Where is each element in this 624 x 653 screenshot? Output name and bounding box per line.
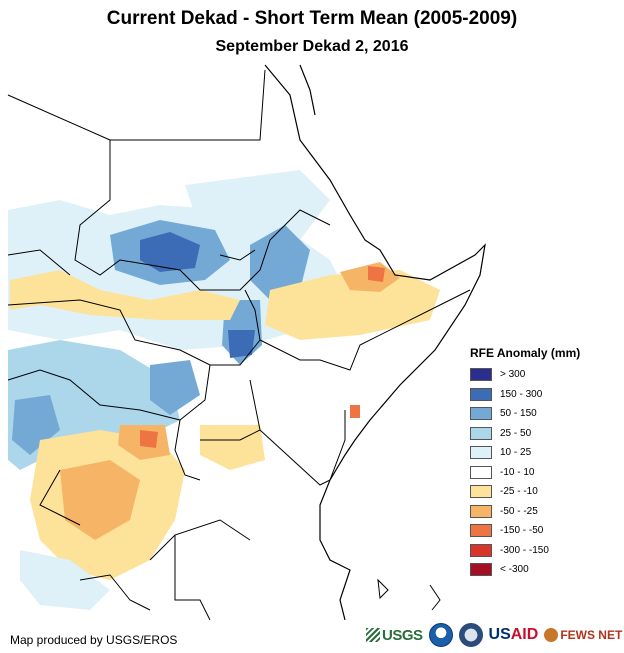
legend-items: > 300 150 - 300 50 - 150 25 - 50 10 - 25 -10 …: [470, 365, 620, 580]
coastline: [264, 64, 486, 620]
legend-swatch: [470, 426, 492, 440]
country-border: [149, 519, 251, 561]
usaid-logo-aid: AID: [510, 626, 539, 643]
legend-swatch: [470, 465, 492, 479]
usgs-logo-text: USGS: [382, 626, 423, 644]
legend-item: 10 - 25: [470, 443, 620, 463]
anomaly-map: [7, 64, 486, 620]
fews-mark-icon: [544, 628, 559, 642]
legend-label: 50 - 150: [500, 408, 537, 420]
negative-anomaly-uganda: [200, 425, 265, 470]
country-border: [259, 410, 346, 486]
country-border: [7, 289, 261, 366]
usgs-logo: USGS: [366, 627, 423, 644]
seal-logo-icon: [458, 623, 483, 647]
noaa-logo-icon: [428, 623, 453, 647]
legend-item: 25 - 50: [470, 424, 620, 444]
country-border: [259, 289, 471, 371]
legend-label: -10 - 10: [500, 466, 535, 478]
legend-label: > 300: [500, 369, 526, 381]
legend-item: < -300: [470, 560, 620, 580]
boundaries: [7, 64, 486, 620]
legend-swatch: [470, 446, 492, 460]
legend-swatch: [470, 504, 492, 518]
fews-net-logo: FEWS NET: [544, 628, 622, 642]
legend-label: 25 - 50: [500, 427, 532, 439]
legend-swatch: [470, 368, 492, 382]
legend-label: -25 - -10: [500, 486, 538, 498]
country-border: [174, 535, 211, 620]
legend-label: 10 - 25: [500, 447, 532, 459]
coastline: [377, 578, 389, 600]
legend-item: -150 - -50: [470, 521, 620, 541]
legend-label: < -300: [500, 564, 529, 576]
logo-strip: USGS USAID FEWS NET: [366, 623, 622, 647]
country-border: [79, 574, 151, 611]
negative-anomaly-kenya-coast: [350, 405, 360, 418]
positive-anomaly-sudan-core: [140, 232, 200, 272]
credit-text: Map produced by USGS/EROS: [10, 633, 178, 647]
legend-item: > 300: [470, 365, 620, 385]
positive-anomaly-south-sudan-core: [228, 330, 255, 358]
legend-item: -10 - 10: [470, 463, 620, 483]
legend-label: -150 - -50: [500, 525, 544, 537]
coastline: [299, 64, 316, 116]
usgs-wave-icon: [366, 628, 380, 642]
legend-title: RFE Anomaly (mm): [470, 346, 581, 360]
fews-logo-text: FEWS NET: [560, 628, 623, 642]
positive-anomaly-ethiopia-west: [250, 225, 310, 300]
map-subtitle: September Dekad 2, 2016: [215, 38, 409, 55]
legend-item: -300 - -150: [470, 541, 620, 561]
legend-swatch: [470, 387, 492, 401]
negative-anomaly-hotspot-red: [140, 430, 158, 448]
positive-anomaly-east-congo: [150, 360, 200, 415]
country-border: [7, 369, 181, 421]
legend-label: -300 - -150: [500, 544, 549, 556]
legend-item: 150 - 300: [470, 385, 620, 405]
coastline: [429, 584, 441, 611]
country-border: [174, 364, 211, 481]
usaid-logo: USAID: [489, 626, 539, 644]
legend-swatch: [470, 407, 492, 421]
country-border: [200, 379, 261, 441]
anomaly-shading: [8, 170, 440, 610]
legend-swatch: [470, 524, 492, 538]
legend-item: -50 - -25: [470, 502, 620, 522]
light-positive-south: [20, 550, 110, 610]
legend-swatch: [470, 543, 492, 557]
legend-item: 50 - 150: [470, 404, 620, 424]
country-border: [219, 249, 256, 261]
map-legend: RFE Anomaly (mm) > 300 150 - 300 50 - 150 2…: [470, 346, 620, 580]
legend-label: 150 - 300: [500, 388, 543, 400]
country-border: [7, 94, 331, 291]
negative-anomaly-north-band: [10, 270, 240, 320]
map-title: Current Dekad - Short Term Mean (2005-20…: [106, 8, 518, 29]
usaid-logo-us: US: [488, 626, 511, 643]
legend-swatch: [470, 485, 492, 499]
legend-item: -25 - -10: [470, 482, 620, 502]
legend-swatch: [470, 563, 492, 577]
country-border: [7, 249, 71, 276]
legend-label: -50 - -25: [500, 505, 538, 517]
negative-anomaly-ethiopia-belt: [265, 270, 440, 340]
negative-anomaly-drc-core: [60, 460, 140, 540]
country-border: [110, 69, 266, 141]
country-border: [39, 469, 81, 526]
negative-anomaly-ethiopia-hotspot: [368, 266, 385, 282]
